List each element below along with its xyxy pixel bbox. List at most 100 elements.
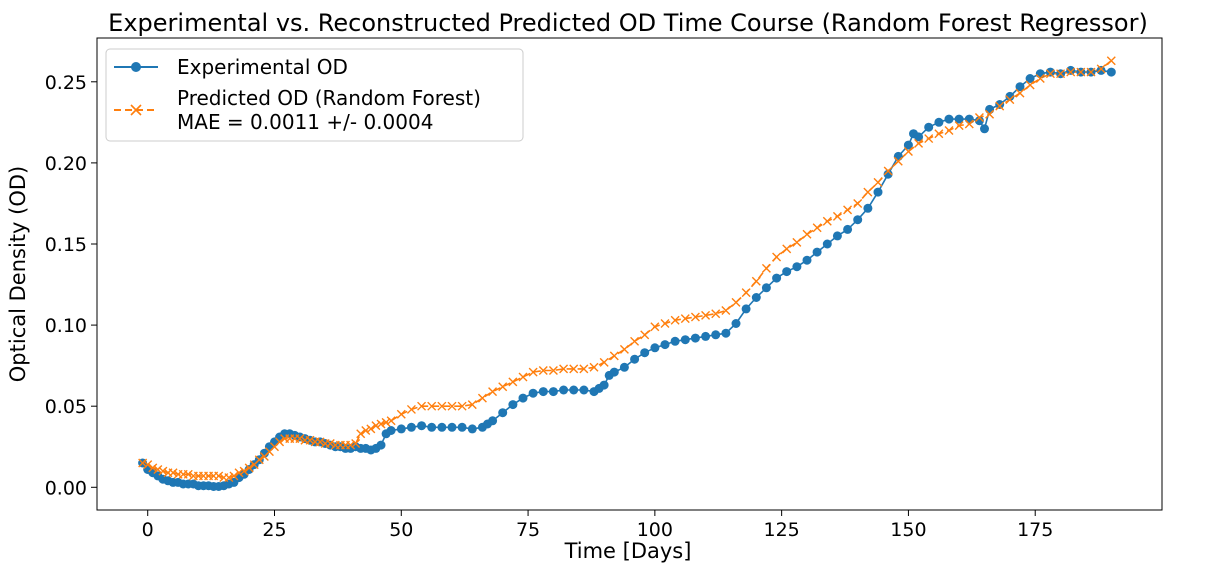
predicted-point [599,357,609,367]
experimental-point [609,367,619,377]
predicted-point [148,463,158,473]
predicted-point [381,417,391,427]
predicted-point [548,366,558,376]
predicted-point [650,322,660,332]
legend: Experimental OD Predicted OD (Random For… [105,48,524,142]
predicted-point [670,315,680,325]
experimental-point [386,426,396,435]
experimental-point [488,416,498,426]
experimental-point [630,354,640,364]
experimental-point [883,169,893,179]
experimental-point [1035,69,1045,79]
y-axis-label: Optical Density (OD) [6,166,30,382]
predicted-point [239,466,249,476]
experimental-point [259,448,269,458]
predicted-point [640,330,650,340]
experimental-point [457,422,467,432]
experimental-point [548,387,558,397]
predicted-point [229,471,239,481]
experimental-point [792,262,802,272]
experimental-point [417,421,427,431]
experimental-point [772,273,782,283]
experimental-point [619,362,629,372]
predicted-point [680,314,690,324]
predicted-point [244,463,254,473]
predicted-point [731,297,741,307]
experimental-point [690,333,700,343]
experimental-point [508,400,518,410]
predicted-point [467,400,477,410]
experimental-point [822,239,832,249]
predicted-point [158,466,168,476]
experimental-point [863,203,873,213]
predicted-point [366,424,376,434]
predicted-point [832,211,842,221]
predicted-point [234,468,244,478]
predicted-point [406,404,416,414]
predicted-point [457,401,467,411]
predicted-point [325,439,335,448]
predicted-point [508,377,518,387]
x-tick-label: 150 [890,519,926,541]
experimental-point [650,343,660,353]
experimental-point [782,267,792,277]
predicted-point [224,473,234,483]
predicted-point [275,437,285,447]
predicted-point [589,362,599,372]
x-tick-label: 25 [262,519,286,541]
predicted-point [903,147,913,157]
predicted-point [721,306,731,315]
predicted-point [863,187,873,197]
experimental-point [396,424,406,434]
experimental-point [903,140,913,150]
predicted-point [751,276,761,286]
experimental-point [599,380,609,390]
predicted-point [371,421,381,431]
experimental-point [741,304,751,314]
predicted-point [1096,64,1106,74]
experimental-point [924,122,934,132]
predicted-point [802,229,812,239]
predicted-point [690,312,700,322]
y-tick-label: 0.10 [45,315,87,337]
predicted-point [447,401,457,411]
predicted-point [761,263,771,273]
experimental-point [873,187,883,197]
predicted-point [1035,74,1045,84]
y-tick-label: 0.00 [45,477,87,499]
experimental-point [944,114,954,124]
experimental-point [528,388,538,398]
experimental-point [1025,74,1035,83]
predicted-point [417,401,427,411]
predicted-point [883,166,893,176]
experimental-point [1015,82,1025,92]
y-axis: 0.00 0.05 0.10 0.15 0.20 0.25 [45,72,97,499]
experimental-point [376,440,386,450]
experimental-point [467,424,477,434]
predicted-point [437,401,447,411]
experimental-point [731,319,741,328]
experimental-point [802,255,812,265]
x-tick-label: 125 [764,519,800,541]
predicted-point [974,112,984,122]
legend-label-experimental: Experimental OD [177,55,348,79]
legend-label-predicted: Predicted OD (Random Forest) [177,86,481,110]
predicted-point [477,393,487,403]
legend-label-mae: MAE = 0.0011 +/- 0.0004 [177,110,433,134]
predicted-point [995,101,1005,111]
x-tick-label: 0 [142,519,154,541]
experimental-point [447,422,457,432]
predicted-point [386,416,396,426]
predicted-point [843,205,853,215]
predicted-point [924,134,934,144]
legend-marker-predicted [130,104,142,116]
predicted-point [183,469,193,479]
predicted-point [427,401,437,411]
predicted-point [934,129,944,139]
y-tick-label: 0.25 [45,72,87,94]
experimental-point [640,348,650,358]
experimental-point [964,114,974,124]
experimental-point [660,340,670,350]
y-tick-label: 0.20 [45,153,87,175]
x-axis: 0 25 50 75 100 125 150 175 [142,510,1053,541]
